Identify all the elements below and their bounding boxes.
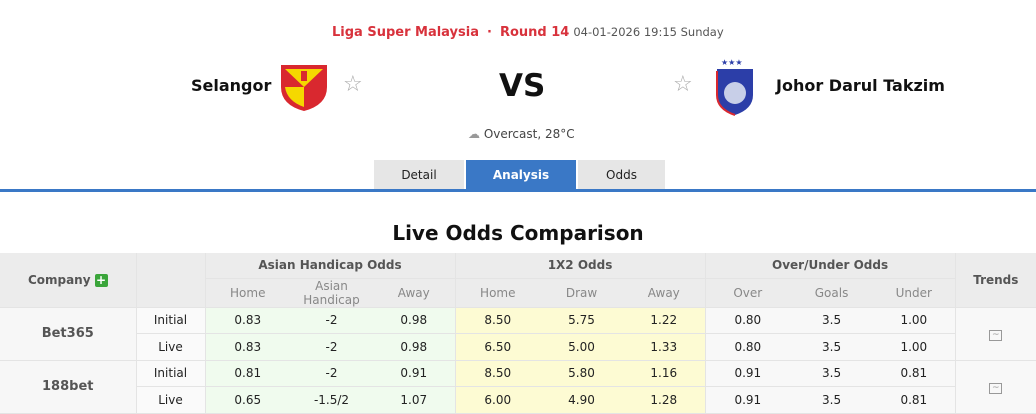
odds-cell[interactable]: 5.00 xyxy=(540,333,624,361)
subheader-7: Goals xyxy=(790,278,874,308)
odds-cell[interactable]: 1.28 xyxy=(623,386,706,414)
weather-text: Overcast, 28°C xyxy=(483,127,575,141)
odds-type: Initial xyxy=(136,360,206,387)
odds-cell[interactable]: 6.50 xyxy=(455,333,541,361)
odds-cell[interactable]: 0.98 xyxy=(373,307,456,334)
match-datetime: 04-01-2026 19:15 Sunday xyxy=(573,25,724,39)
trend-chart-icon[interactable]: ~ xyxy=(989,330,1003,341)
subheader-4: Draw xyxy=(540,278,624,308)
jdt-logo: ★★★ xyxy=(716,58,753,116)
company-header: Company + xyxy=(0,253,137,308)
odds-cell[interactable]: 8.50 xyxy=(455,360,541,387)
trend-chart-icon[interactable]: ~ xyxy=(989,383,1003,394)
vs-label: VS xyxy=(499,68,546,104)
trends-header: Trends xyxy=(955,253,1036,308)
league-name[interactable]: Liga Super Malaysia xyxy=(332,25,479,40)
odds-cell[interactable]: 0.81 xyxy=(873,360,956,387)
odds-cell[interactable]: 0.91 xyxy=(373,360,456,387)
match-header: Liga Super Malaysia · Round 14 04-01-2026 1… xyxy=(332,25,724,40)
add-company-plus-icon[interactable]: + xyxy=(94,272,108,287)
subheader-6: Over xyxy=(705,278,791,308)
odds-cell[interactable]: -2 xyxy=(290,333,373,361)
subheader-1: Asian Handicap xyxy=(290,278,373,308)
odds-type: Live xyxy=(136,333,206,361)
tab-detail[interactable]: Detail xyxy=(374,160,464,190)
home-team-name[interactable]: Selangor xyxy=(191,76,272,95)
weather: ☁ Overcast, 28°C xyxy=(468,127,575,141)
odds-cell[interactable]: 0.65 xyxy=(205,386,290,414)
odds-cell[interactable]: 0.81 xyxy=(873,386,956,414)
table-row: 188bet Initial 0.81 -2 0.91 8.50 5.80 1.16 0.91 3… xyxy=(0,360,1036,414)
odds-cell[interactable]: 1.16 xyxy=(623,360,706,387)
odds-cell[interactable]: 5.80 xyxy=(540,360,624,387)
odds-cell[interactable]: -1.5/2 xyxy=(290,386,373,414)
odds-cell[interactable]: 1.00 xyxy=(873,333,956,361)
odds-cell[interactable]: 1.07 xyxy=(373,386,456,414)
tab-analysis[interactable]: Analysis xyxy=(466,160,576,190)
table-row: Bet365 Initial 0.83 -2 0.98 8.50 5.75 1.22 0.80 3… xyxy=(0,307,1036,361)
table-row: Live 0.83 -2 0.98 6.50 5.00 1.33 0.80 3.5 1.00 xyxy=(0,333,1036,361)
company-name[interactable]: 188bet xyxy=(0,360,137,414)
subheader-5: Away xyxy=(623,278,706,308)
tab-odds[interactable]: Odds xyxy=(578,160,665,190)
away-team-name[interactable]: Johor Darul Takzim xyxy=(776,76,945,95)
cloud-icon: ☁ xyxy=(468,127,480,141)
type-header xyxy=(136,253,206,308)
x12-header: 1X2 Odds xyxy=(455,253,706,279)
favorite-away-star-icon[interactable]: ☆ xyxy=(673,72,693,97)
odds-type: Live xyxy=(136,386,206,414)
ou-header: Over/Under Odds xyxy=(705,253,956,279)
company-name[interactable]: Bet365 xyxy=(0,307,137,361)
odds-cell[interactable]: -2 xyxy=(290,360,373,387)
odds-cell[interactable]: 3.5 xyxy=(790,386,874,414)
odds-cell[interactable]: 3.5 xyxy=(790,307,874,334)
odds-cell[interactable]: 0.81 xyxy=(205,360,290,387)
subheader-2: Away xyxy=(373,278,456,308)
trends-cell: ~ xyxy=(955,360,1036,414)
odds-cell[interactable]: 0.98 xyxy=(373,333,456,361)
odds-cell[interactable]: 0.91 xyxy=(705,386,791,414)
odds-cell[interactable]: 0.83 xyxy=(205,333,290,361)
odds-cell[interactable]: 1.33 xyxy=(623,333,706,361)
odds-cell[interactable]: 8.50 xyxy=(455,307,541,334)
subheader-0: Home xyxy=(205,278,290,308)
odds-cell[interactable]: 3.5 xyxy=(790,360,874,387)
subheader-3: Home xyxy=(455,278,541,308)
table-row: Live 0.65 -1.5/2 1.07 6.00 4.90 1.28 0.91 3.5 0.8… xyxy=(0,386,1036,414)
trends-cell: ~ xyxy=(955,307,1036,361)
round: Round 14 xyxy=(499,25,570,40)
odds-table: Company + Asian Handicap Odds 1X2 Odds Ov… xyxy=(0,253,1036,414)
ah-header: Asian Handicap Odds xyxy=(205,253,456,279)
favorite-home-star-icon[interactable]: ☆ xyxy=(343,72,363,97)
odds-cell[interactable]: 0.80 xyxy=(705,307,791,334)
odds-cell[interactable]: 0.91 xyxy=(705,360,791,387)
odds-cell[interactable]: 0.83 xyxy=(205,307,290,334)
subheader-8: Under xyxy=(873,278,956,308)
odds-cell[interactable]: 6.00 xyxy=(455,386,541,414)
odds-cell[interactable]: 1.22 xyxy=(623,307,706,334)
selangor-logo xyxy=(281,65,327,111)
section-title: Live Odds Comparison xyxy=(392,221,644,245)
odds-cell[interactable]: 3.5 xyxy=(790,333,874,361)
odds-cell[interactable]: 0.80 xyxy=(705,333,791,361)
odds-cell[interactable]: -2 xyxy=(290,307,373,334)
odds-cell[interactable]: 5.75 xyxy=(540,307,624,334)
tab-underline xyxy=(0,189,1036,192)
odds-cell[interactable]: 4.90 xyxy=(540,386,624,414)
odds-cell[interactable]: 1.00 xyxy=(873,307,956,334)
svg-text:★★★: ★★★ xyxy=(721,58,743,67)
odds-type: Initial xyxy=(136,307,206,334)
